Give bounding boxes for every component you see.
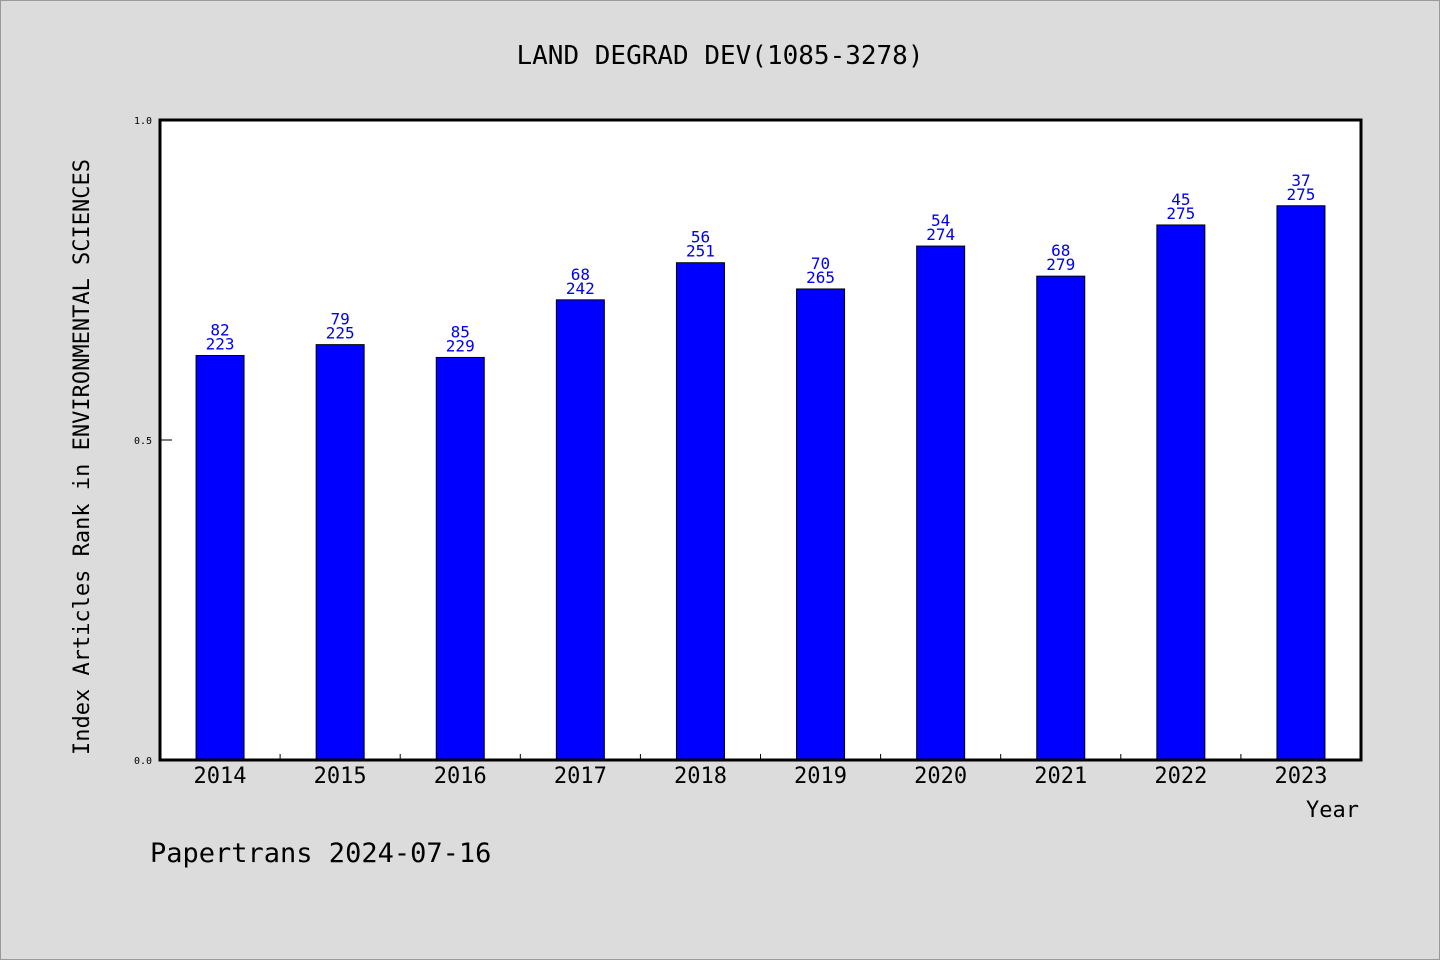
total-label-2023: 275 (1286, 185, 1315, 204)
bar-2019 (796, 288, 846, 761)
total-label-2022: 275 (1166, 204, 1195, 223)
rank-label-2022: 45 (1171, 190, 1190, 209)
rank-label-2023: 37 (1291, 171, 1310, 190)
x-axis-label: Year (1306, 798, 1359, 823)
total-label-2018: 251 (686, 242, 715, 261)
bars-group (195, 205, 1326, 761)
rank-label-2018: 56 (691, 228, 710, 247)
rank-label-2021: 68 (1051, 241, 1070, 260)
bar-2022 (1156, 224, 1206, 761)
bar-2021 (1036, 275, 1086, 761)
x-tick-label-2023: 2023 (1274, 764, 1327, 789)
bar-2015 (315, 344, 365, 761)
x-tick-label-2017: 2017 (554, 764, 607, 789)
rank-label-2019: 70 (811, 254, 830, 273)
x-tick-label-2022: 2022 (1154, 764, 1207, 789)
x-tick-label-2016: 2016 (434, 764, 487, 789)
footer-text: Papertrans 2024-07-16 (150, 838, 491, 869)
bar-2014 (195, 355, 245, 761)
y-tick-label: 1.0 (134, 116, 152, 127)
y-axis-label: Index Articles Rank in ENVIRONMENTAL SCI… (70, 159, 95, 755)
rank-label-2020: 54 (931, 211, 950, 230)
rank-label-2015: 79 (331, 310, 350, 329)
bar-2018 (675, 262, 725, 761)
chart-title: LAND DEGRAD DEV(1085-3278) (517, 41, 924, 71)
rank-label-2016: 85 (451, 322, 470, 341)
x-ticks-group: 2014 2015 2016 2017 2018 2019 2020 2021 2022 2023 (194, 754, 1327, 789)
x-tick-label-2015: 2015 (314, 764, 367, 789)
bar-2017 (555, 299, 605, 761)
x-tick-label-2014: 2014 (194, 764, 247, 789)
total-label-2021: 279 (1046, 255, 1075, 274)
total-label-2019: 265 (806, 268, 835, 287)
bar-2016 (435, 356, 485, 761)
y-tick-label: 0.0 (134, 756, 152, 767)
y-tick-label: 0.5 (134, 436, 152, 447)
total-label-2014: 223 (206, 335, 235, 354)
rank-label-2014: 82 (210, 321, 229, 340)
total-label-2016: 229 (446, 336, 475, 355)
rank-label-2017: 68 (571, 265, 590, 284)
x-tick-label-2021: 2021 (1034, 764, 1087, 789)
x-tick-label-2019: 2019 (794, 764, 847, 789)
total-label-2017: 242 (566, 279, 595, 298)
bar-2023 (1276, 205, 1326, 761)
total-label-2020: 274 (926, 225, 955, 244)
x-tick-label-2018: 2018 (674, 764, 727, 789)
total-label-2015: 225 (326, 324, 355, 343)
y-ticks-group: 0.0 0.5 1.0 (134, 116, 172, 767)
bar-2020 (916, 245, 966, 761)
x-tick-label-2020: 2020 (914, 764, 967, 789)
